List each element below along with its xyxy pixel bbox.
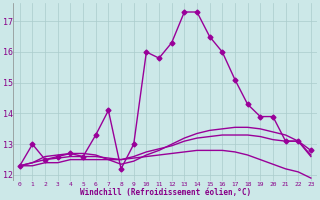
X-axis label: Windchill (Refroidissement éolien,°C): Windchill (Refroidissement éolien,°C) <box>80 188 251 197</box>
